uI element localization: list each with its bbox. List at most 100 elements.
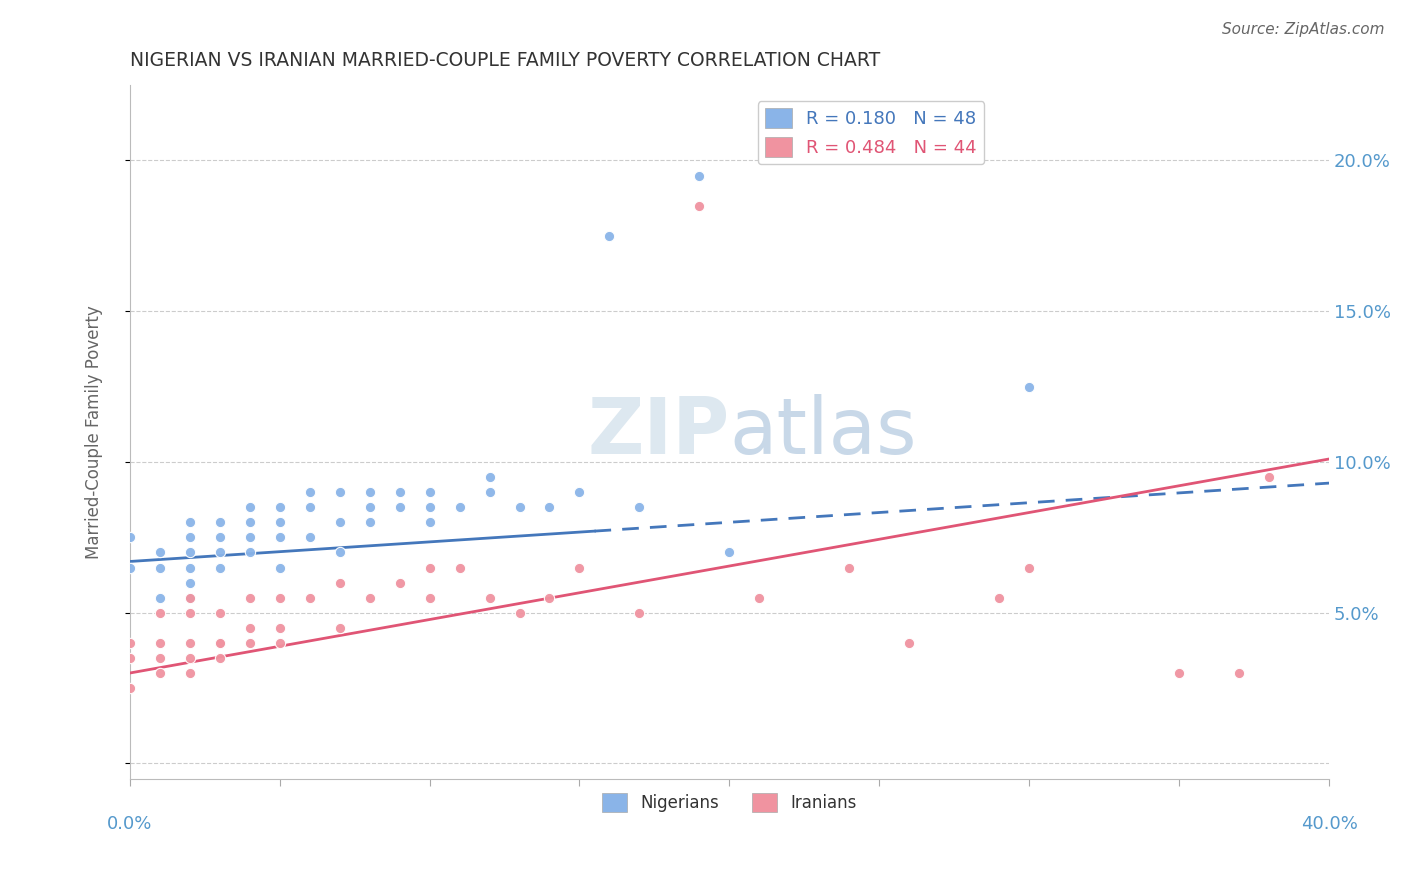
Point bbox=[419, 516, 441, 530]
Point bbox=[208, 651, 231, 665]
Point bbox=[419, 500, 441, 515]
Point bbox=[208, 516, 231, 530]
Point bbox=[329, 621, 352, 635]
Point bbox=[208, 636, 231, 650]
Point bbox=[419, 485, 441, 500]
Point bbox=[239, 545, 262, 559]
Point bbox=[149, 651, 172, 665]
Text: 0.0%: 0.0% bbox=[107, 814, 152, 833]
Point bbox=[298, 530, 321, 544]
Point bbox=[269, 560, 291, 574]
Point bbox=[329, 485, 352, 500]
Legend: Nigerians, Iranians: Nigerians, Iranians bbox=[595, 787, 863, 819]
Point bbox=[149, 666, 172, 681]
Point bbox=[239, 500, 262, 515]
Point bbox=[149, 545, 172, 559]
Point bbox=[149, 606, 172, 620]
Point bbox=[688, 169, 710, 183]
Point bbox=[988, 591, 1011, 605]
Point bbox=[359, 516, 381, 530]
Point bbox=[239, 591, 262, 605]
Point bbox=[179, 530, 201, 544]
Point bbox=[118, 651, 141, 665]
Point bbox=[478, 470, 501, 484]
Point bbox=[718, 545, 741, 559]
Text: NIGERIAN VS IRANIAN MARRIED-COUPLE FAMILY POVERTY CORRELATION CHART: NIGERIAN VS IRANIAN MARRIED-COUPLE FAMIL… bbox=[129, 51, 880, 70]
Y-axis label: Married-Couple Family Poverty: Married-Couple Family Poverty bbox=[86, 305, 103, 558]
Point bbox=[1018, 560, 1040, 574]
Point bbox=[359, 591, 381, 605]
Point bbox=[329, 575, 352, 590]
Point bbox=[179, 575, 201, 590]
Point bbox=[179, 636, 201, 650]
Point bbox=[269, 500, 291, 515]
Point bbox=[419, 560, 441, 574]
Point bbox=[179, 591, 201, 605]
Point bbox=[449, 560, 471, 574]
Point bbox=[838, 560, 860, 574]
Point bbox=[179, 591, 201, 605]
Point bbox=[449, 500, 471, 515]
Point bbox=[118, 560, 141, 574]
Point bbox=[179, 666, 201, 681]
Point bbox=[269, 530, 291, 544]
Point bbox=[478, 485, 501, 500]
Point bbox=[118, 636, 141, 650]
Point bbox=[179, 651, 201, 665]
Point bbox=[118, 530, 141, 544]
Point bbox=[269, 591, 291, 605]
Point bbox=[179, 560, 201, 574]
Point bbox=[179, 545, 201, 559]
Point bbox=[538, 500, 561, 515]
Point bbox=[568, 485, 591, 500]
Point bbox=[388, 500, 411, 515]
Point bbox=[508, 500, 530, 515]
Point bbox=[359, 500, 381, 515]
Point bbox=[388, 485, 411, 500]
Point bbox=[688, 199, 710, 213]
Point bbox=[298, 485, 321, 500]
Point bbox=[208, 530, 231, 544]
Point bbox=[1168, 666, 1191, 681]
Point bbox=[208, 606, 231, 620]
Point bbox=[598, 228, 620, 243]
Point bbox=[628, 606, 651, 620]
Point bbox=[269, 636, 291, 650]
Point bbox=[748, 591, 770, 605]
Point bbox=[239, 621, 262, 635]
Point bbox=[208, 560, 231, 574]
Text: Source: ZipAtlas.com: Source: ZipAtlas.com bbox=[1222, 22, 1385, 37]
Text: ZIP: ZIP bbox=[588, 394, 730, 470]
Point bbox=[628, 500, 651, 515]
Point bbox=[898, 636, 921, 650]
Point bbox=[239, 636, 262, 650]
Point bbox=[239, 516, 262, 530]
Point bbox=[359, 485, 381, 500]
Point bbox=[329, 545, 352, 559]
Point bbox=[149, 591, 172, 605]
Text: 40.0%: 40.0% bbox=[1301, 814, 1358, 833]
Point bbox=[1018, 379, 1040, 393]
Point bbox=[568, 560, 591, 574]
Point bbox=[239, 530, 262, 544]
Point bbox=[1258, 470, 1281, 484]
Point bbox=[419, 591, 441, 605]
Point bbox=[149, 636, 172, 650]
Point bbox=[508, 606, 530, 620]
Point bbox=[329, 516, 352, 530]
Point bbox=[269, 516, 291, 530]
Point bbox=[179, 606, 201, 620]
Point bbox=[208, 545, 231, 559]
Point bbox=[269, 621, 291, 635]
Point bbox=[1227, 666, 1250, 681]
Point bbox=[298, 591, 321, 605]
Point bbox=[538, 591, 561, 605]
Point bbox=[179, 516, 201, 530]
Point bbox=[388, 575, 411, 590]
Point bbox=[298, 500, 321, 515]
Point bbox=[208, 636, 231, 650]
Point bbox=[118, 681, 141, 695]
Point bbox=[478, 591, 501, 605]
Point bbox=[149, 560, 172, 574]
Text: atlas: atlas bbox=[730, 394, 917, 470]
